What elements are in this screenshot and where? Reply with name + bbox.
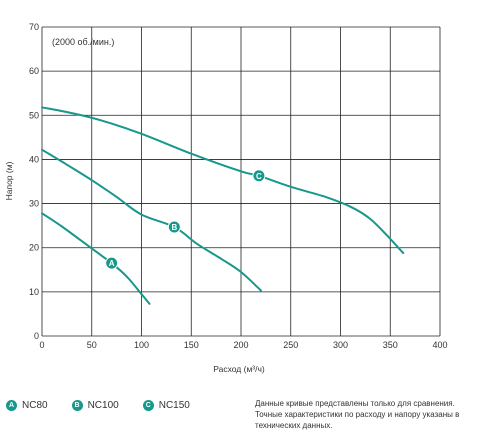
axis-ticks: 0 50 100 150 200 250 300 350 400 0 10 20 30 40 50 60 70 bbox=[29, 22, 448, 350]
series-line-nc80 bbox=[41, 212, 151, 305]
series-layer: A B C bbox=[41, 106, 405, 305]
y-tick-label: 20 bbox=[29, 243, 39, 253]
series-marker-label-nc150: C bbox=[256, 172, 262, 181]
series-marker-label-nc80: A bbox=[109, 259, 115, 268]
legend-marker-c-icon: C bbox=[142, 400, 154, 411]
y-tick-label: 30 bbox=[29, 199, 39, 209]
y-tick-label: 0 bbox=[34, 331, 39, 341]
legend-label-nc80: NC80 bbox=[22, 400, 48, 411]
x-tick-label: 150 bbox=[184, 340, 199, 350]
speed-annotation: (2000 об./мин.) bbox=[52, 37, 114, 47]
grid bbox=[41, 26, 441, 337]
x-tick-label: 200 bbox=[233, 340, 248, 350]
legend-item-nc150: C NC150 bbox=[142, 400, 190, 411]
y-tick-label: 60 bbox=[29, 66, 39, 76]
legend-label-nc100: NC100 bbox=[87, 400, 119, 411]
y-tick-label: 70 bbox=[29, 22, 39, 32]
x-tick-label: 350 bbox=[383, 340, 398, 350]
legend-label-nc150: NC150 bbox=[158, 400, 190, 411]
y-axis-title: Напор (м) bbox=[4, 161, 14, 200]
x-tick-label: 100 bbox=[134, 340, 149, 350]
y-tick-label: 50 bbox=[29, 110, 39, 120]
legend: A NC80 B NC100 C NC150 bbox=[6, 400, 214, 411]
x-axis-title: Расход (м³/ч) bbox=[213, 364, 265, 374]
y-tick-label: 40 bbox=[29, 154, 39, 164]
series-marker-nc80 bbox=[105, 256, 119, 270]
legend-item-nc80: A NC80 bbox=[6, 400, 48, 411]
series-line-nc150 bbox=[41, 106, 405, 254]
series-marker-label-nc100: B bbox=[171, 223, 177, 232]
legend-marker-b-icon: B bbox=[71, 400, 83, 411]
x-tick-label: 0 bbox=[39, 340, 44, 350]
x-tick-label: 250 bbox=[283, 340, 298, 350]
x-tick-label: 300 bbox=[333, 340, 348, 350]
x-tick-label: 400 bbox=[432, 340, 447, 350]
comparison-note: Данные кривые представлены только для ср… bbox=[255, 399, 460, 430]
legend-marker-a-icon: A bbox=[6, 400, 17, 411]
x-tick-label: 50 bbox=[87, 340, 97, 350]
series-marker-nc100 bbox=[167, 220, 181, 234]
series-line-nc100 bbox=[41, 148, 262, 292]
y-tick-label: 10 bbox=[29, 287, 39, 297]
legend-item-nc100: B NC100 bbox=[71, 400, 119, 411]
series-marker-nc150 bbox=[252, 169, 266, 183]
